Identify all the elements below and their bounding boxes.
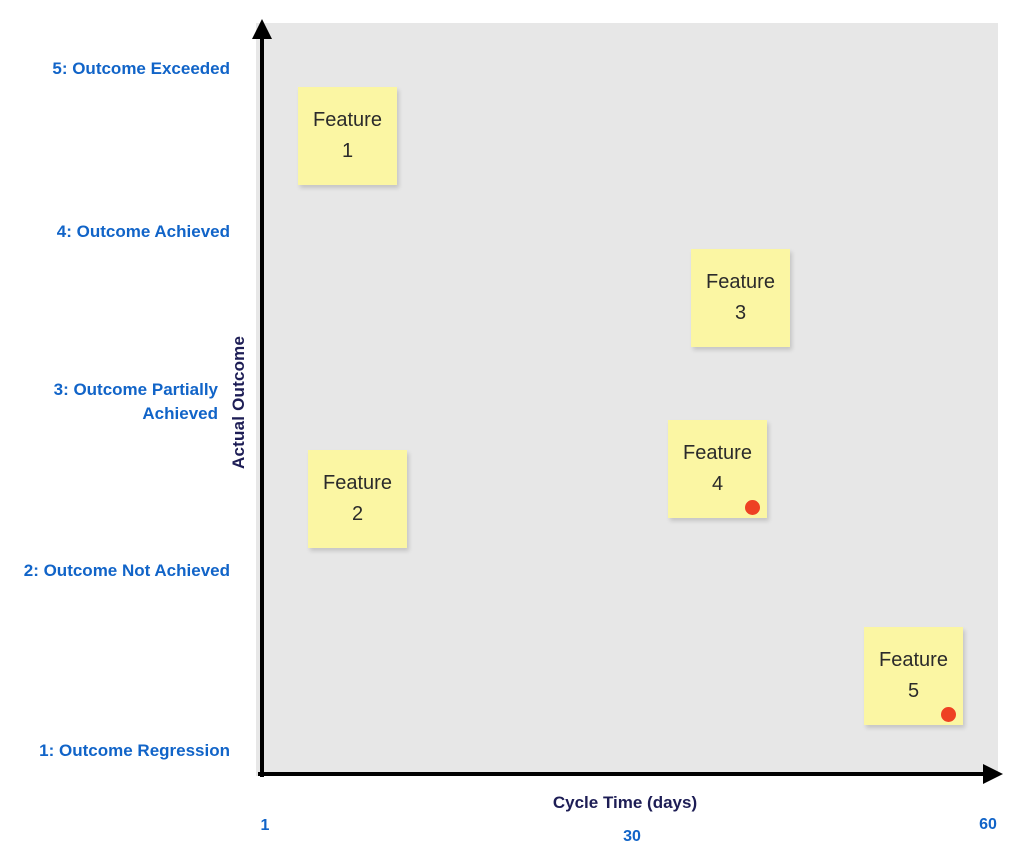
note-label: Feature: [706, 271, 775, 293]
y-axis-arrow-icon: [252, 19, 272, 39]
note-number: 2: [351, 503, 364, 525]
y-tick-label-1: 1: Outcome Regression: [39, 741, 230, 760]
y-tick-label-2: 2: Outcome Not Achieved: [23, 561, 230, 580]
sticky-note-feature-3[interactable]: Feature 3: [691, 249, 790, 347]
note-number: 5: [907, 680, 920, 702]
x-tick-label-30: 30: [623, 828, 641, 845]
x-tick-label-1: 1: [260, 817, 270, 834]
red-dot-marker[interactable]: [941, 707, 956, 722]
y-axis-title: Actual Outcome: [229, 335, 248, 469]
sticky-note-feature-2[interactable]: Feature 2: [308, 450, 407, 548]
x-axis-arrow-icon: [983, 764, 1003, 784]
x-axis-title: Cycle Time (days): [552, 793, 698, 812]
note-label: Feature: [683, 442, 752, 464]
sticky-note-feature-1[interactable]: Feature 1: [298, 87, 397, 185]
y-tick-label-5: 5: Outcome Exceeded: [52, 59, 230, 78]
x-tick-label-60: 60: [979, 816, 997, 833]
note-number: 4: [711, 473, 724, 495]
y-axis-line: [260, 36, 264, 777]
x-axis-line: [258, 772, 984, 776]
red-dot-marker[interactable]: [745, 500, 760, 515]
note-label: Feature: [323, 472, 392, 494]
sticky-note-feature-5[interactable]: Feature 5: [864, 627, 963, 725]
note-number: 1: [341, 140, 354, 162]
note-label: Feature: [313, 109, 382, 131]
sticky-note-feature-4[interactable]: Feature 4: [668, 420, 767, 518]
note-label: Feature: [879, 649, 948, 671]
y-tick-label-4: 4: Outcome Achieved: [56, 222, 230, 241]
note-number: 3: [734, 302, 747, 324]
y-tick-label-3: 3: Outcome Partially Achieved: [53, 380, 218, 423]
